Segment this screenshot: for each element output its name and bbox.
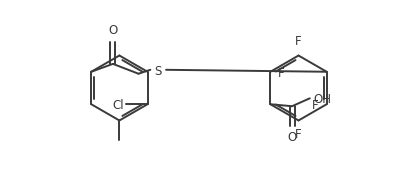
Text: F: F xyxy=(278,67,285,80)
Text: O: O xyxy=(288,131,297,144)
Text: OH: OH xyxy=(314,93,332,106)
Text: O: O xyxy=(108,24,117,37)
Text: S: S xyxy=(154,65,162,78)
Text: F: F xyxy=(295,35,302,48)
Text: F: F xyxy=(295,128,302,141)
Text: Cl: Cl xyxy=(112,99,124,112)
Text: F: F xyxy=(312,99,319,112)
